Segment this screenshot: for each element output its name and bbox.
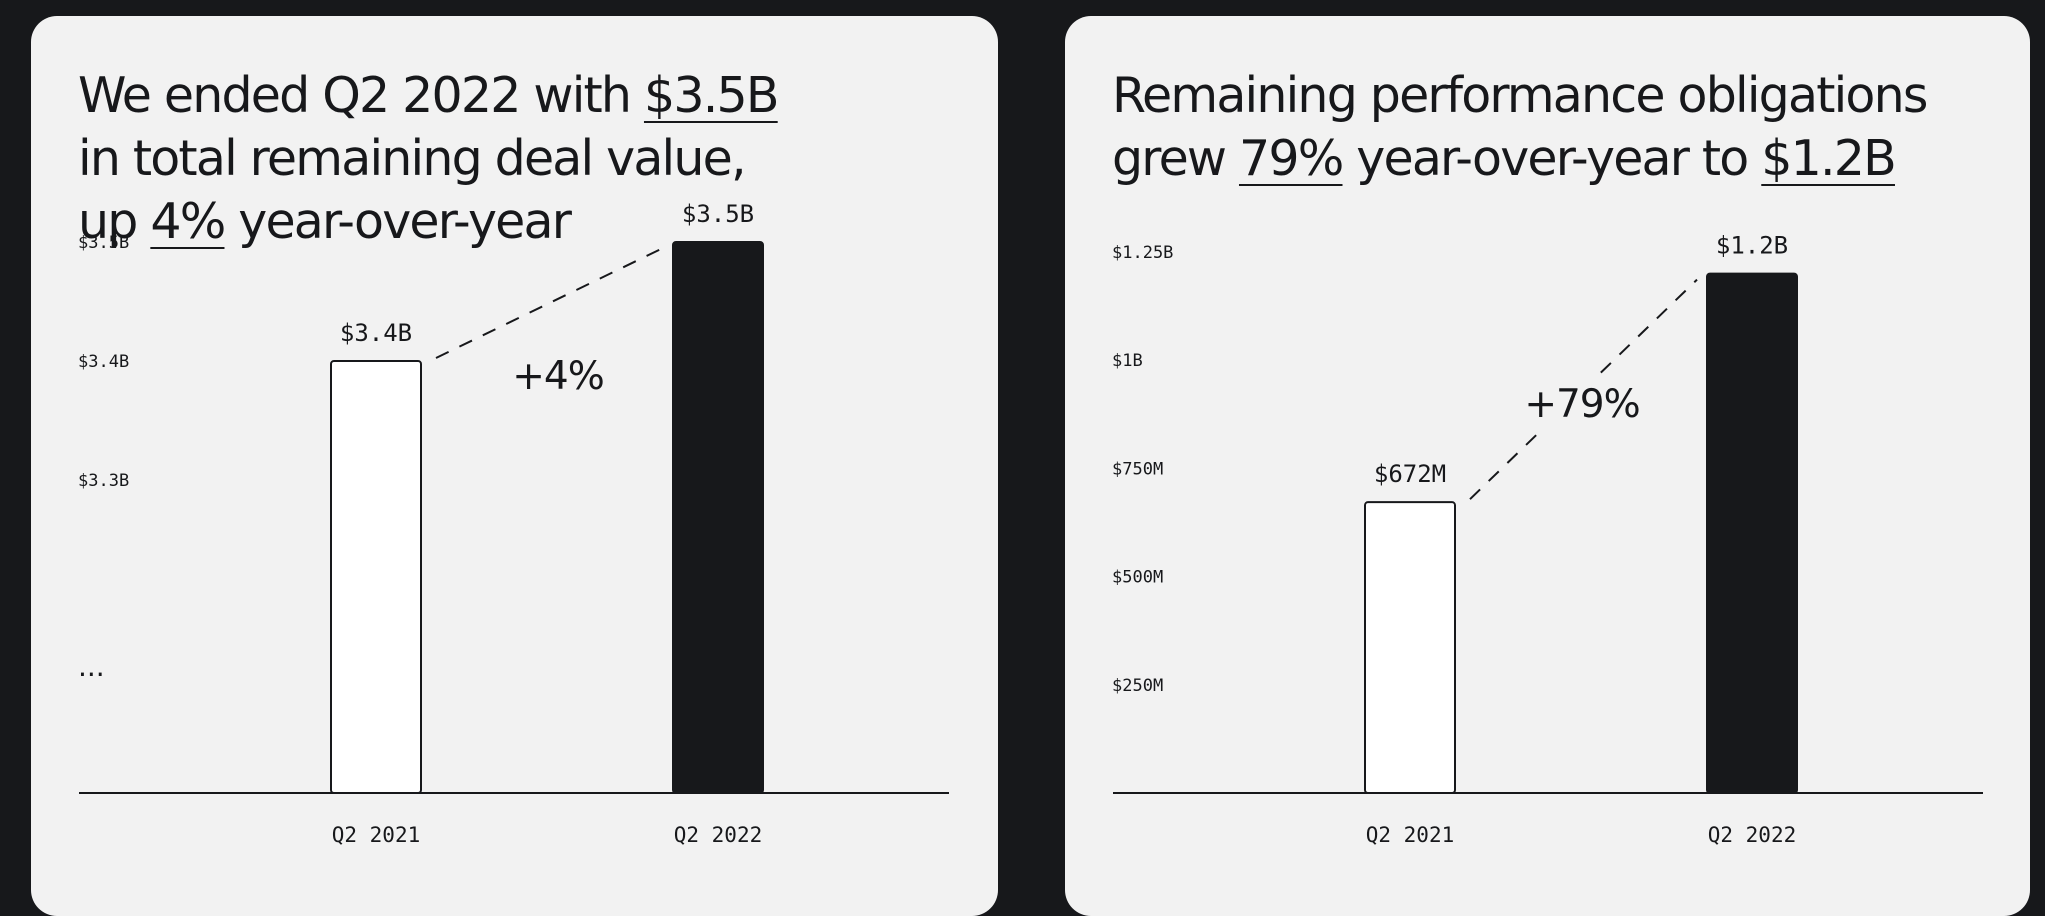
x-category-label: Q2 2021 <box>1366 823 1455 847</box>
x-category-label: Q2 2022 <box>674 823 763 847</box>
headline-line-3: up 4% year-over-year <box>78 193 572 250</box>
y-tick-label: $3.4B <box>78 352 129 372</box>
deal-value-chart: $3.5B $3.4B $3.3B... $3.4B Q2 2021 $3.5B Q2 20… <box>78 200 949 847</box>
headline-line-1: Remaining performance obligations <box>1112 67 1928 124</box>
bar-current <box>1706 272 1798 794</box>
headline-highlight-growth: 4% <box>150 193 226 250</box>
headline-highlight-total: $1.2B <box>1761 130 1897 187</box>
growth-label-backdrop <box>1530 379 1634 429</box>
growth-annotation: +79% <box>1524 382 1639 427</box>
headline-line-1: We ended Q2 2022 with $3.5B <box>78 67 780 124</box>
rpo-chart: $1.25B $1B $750M $500M $250M $672M Q2 2021 $1.2… <box>1112 232 1983 847</box>
axis-break-label: ... <box>78 650 105 683</box>
bar-current <box>672 241 764 794</box>
bar-value-label: $672M <box>1374 460 1446 488</box>
headline-line-2: grew 79% year-over-year to $1.2B <box>1112 130 1897 187</box>
y-tick-label: $3.3B <box>78 471 129 491</box>
deal-value-headline: We ended Q2 2022 with $3.5B in total rem… <box>78 64 780 253</box>
bar-value-label: $3.5B <box>682 200 754 228</box>
y-tick-label: $500M <box>1112 568 1163 588</box>
y-tick-label: $1B <box>1112 351 1143 371</box>
rpo-headline: Remaining performance obligations grew 7… <box>1112 64 1928 190</box>
bar-previous <box>1364 501 1456 794</box>
x-category-label: Q2 2022 <box>1708 823 1797 847</box>
y-tick-label: $3.5B <box>78 233 129 253</box>
deal-value-card: We ended Q2 2022 with $3.5B in total rem… <box>31 16 998 916</box>
bar-value-label: $1.2B <box>1716 232 1788 260</box>
y-tick-label: $750M <box>1112 459 1163 479</box>
x-category-label: Q2 2021 <box>332 823 421 847</box>
headline-highlight-growth: 79% <box>1238 130 1344 187</box>
headline-highlight-total: $3.5B <box>643 67 780 124</box>
growth-annotation: +4% <box>512 354 604 399</box>
growth-connector-line <box>435 247 664 359</box>
growth-label-backdrop <box>506 351 610 401</box>
bar-previous <box>330 360 422 794</box>
y-tick-label: $1.25B <box>1112 243 1173 263</box>
headline-line-2: in total remaining deal value, <box>78 130 747 187</box>
rpo-card: Remaining performance obligations grew 7… <box>1065 16 2030 916</box>
y-tick-label: $250M <box>1112 676 1163 696</box>
bar-value-label: $3.4B <box>340 319 412 347</box>
